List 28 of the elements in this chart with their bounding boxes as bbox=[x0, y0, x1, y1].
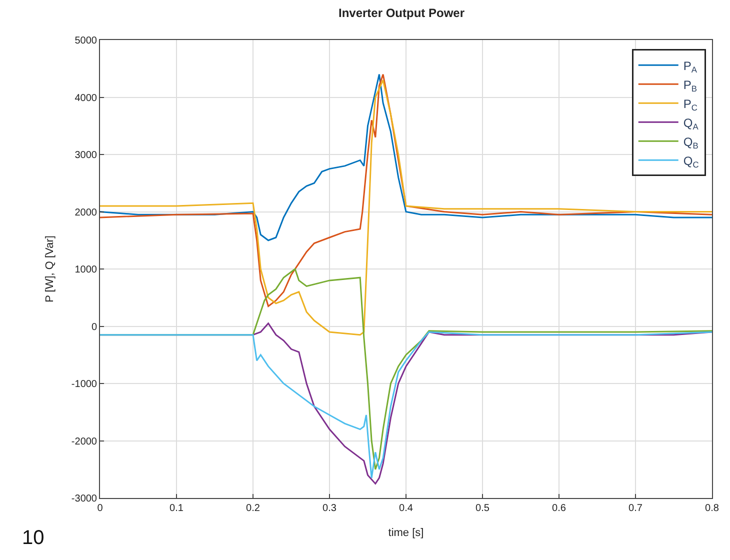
y-tick-label: 1000 bbox=[74, 264, 98, 276]
chart-title: Inverter Output Power bbox=[338, 6, 465, 20]
legend-label: P$_{A}$ bbox=[683, 58, 698, 74]
y-tick-label: 2000 bbox=[74, 207, 98, 218]
y-tick-label: 5000 bbox=[74, 36, 98, 46]
y-axis-title: P [W], Q [Var] bbox=[44, 236, 56, 302]
x-tick-label: 0.4 bbox=[399, 503, 414, 514]
legend-label: Q$_{A}$ bbox=[683, 116, 699, 132]
x-tick-label: 0.7 bbox=[628, 503, 643, 514]
line-series bbox=[100, 74, 712, 242]
y-tick-label: 4000 bbox=[74, 92, 98, 104]
legend-label: P$_{B}$ bbox=[683, 78, 698, 94]
legend-label: Q$_{B}$ bbox=[683, 134, 699, 150]
x-tick-label: 0.8 bbox=[705, 503, 720, 514]
x-tick-label: 0.1 bbox=[170, 503, 184, 514]
x-axis-title: time [s] bbox=[388, 527, 424, 540]
y-tick-label: 3000 bbox=[74, 150, 98, 161]
legend-label: Q$_{C}$ bbox=[683, 154, 699, 170]
x-tick-label: 0.5 bbox=[476, 503, 490, 514]
y-tick-label: -3000 bbox=[71, 494, 98, 504]
x-tick-label: 0.6 bbox=[552, 503, 566, 514]
legend-label: P$_{C}$ bbox=[683, 96, 698, 112]
x-tick-label: 0.3 bbox=[322, 503, 337, 514]
y-tick-label: -1000 bbox=[71, 379, 98, 390]
y-tick-label: 0 bbox=[91, 322, 98, 333]
text: 10 bbox=[22, 527, 44, 549]
x-tick-label: 0.2 bbox=[246, 503, 260, 514]
y-tick-label: -2000 bbox=[71, 436, 98, 448]
